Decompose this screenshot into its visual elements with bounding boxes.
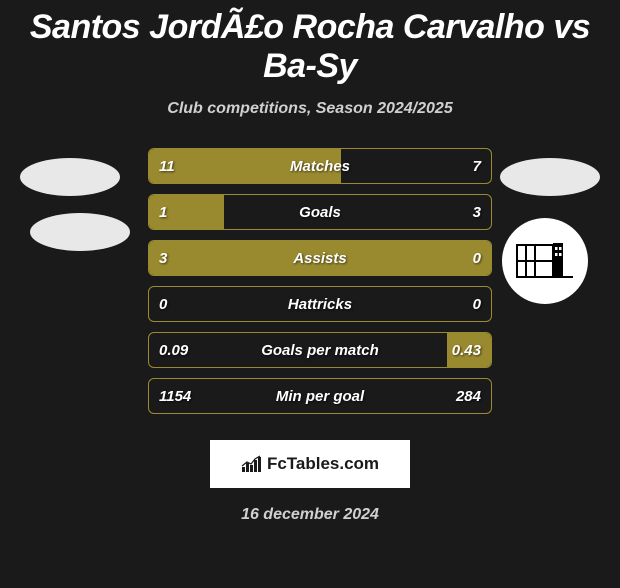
stat-row-gpm: 0.09 Goals per match 0.43 bbox=[148, 332, 492, 368]
chart-area: 11 Matches 7 1 Goals 3 3 Assists 0 bbox=[10, 148, 610, 428]
player-left-avatar-2 bbox=[30, 213, 130, 251]
stat-row-matches: 11 Matches 7 bbox=[148, 148, 492, 184]
stat-value-right: 0 bbox=[473, 287, 481, 321]
page-title: Santos JordÃ£o Rocha Carvalho vs Ba-Sy bbox=[10, 8, 610, 86]
stat-label: Hattricks bbox=[149, 287, 491, 321]
stat-row-assists: 3 Assists 0 bbox=[148, 240, 492, 276]
logo-box: FcTables.com bbox=[210, 440, 410, 488]
stat-label: Assists bbox=[149, 241, 491, 275]
club-badge-icon bbox=[515, 235, 575, 287]
stat-value-right: 3 bbox=[473, 195, 481, 229]
stat-label: Matches bbox=[149, 149, 491, 183]
stat-row-hattricks: 0 Hattricks 0 bbox=[148, 286, 492, 322]
logo-text: FcTables.com bbox=[267, 454, 379, 474]
stat-row-mpg: 1154 Min per goal 284 bbox=[148, 378, 492, 414]
comparison-card: Santos JordÃ£o Rocha Carvalho vs Ba-Sy C… bbox=[0, 8, 620, 524]
stat-row-goals: 1 Goals 3 bbox=[148, 194, 492, 230]
stat-bars: 11 Matches 7 1 Goals 3 3 Assists 0 bbox=[148, 148, 492, 424]
stat-value-right: 0.43 bbox=[452, 333, 481, 367]
stat-label: Goals bbox=[149, 195, 491, 229]
stat-label: Min per goal bbox=[149, 379, 491, 413]
subtitle: Club competitions, Season 2024/2025 bbox=[10, 100, 610, 118]
stat-value-right: 7 bbox=[473, 149, 481, 183]
stat-value-right: 0 bbox=[473, 241, 481, 275]
stat-label: Goals per match bbox=[149, 333, 491, 367]
fctables-icon bbox=[241, 455, 263, 473]
stat-value-right: 284 bbox=[456, 379, 481, 413]
player-right-avatar bbox=[500, 158, 600, 196]
player-left-avatar-1 bbox=[20, 158, 120, 196]
club-badge-right bbox=[502, 218, 588, 304]
date-text: 16 december 2024 bbox=[10, 506, 610, 524]
